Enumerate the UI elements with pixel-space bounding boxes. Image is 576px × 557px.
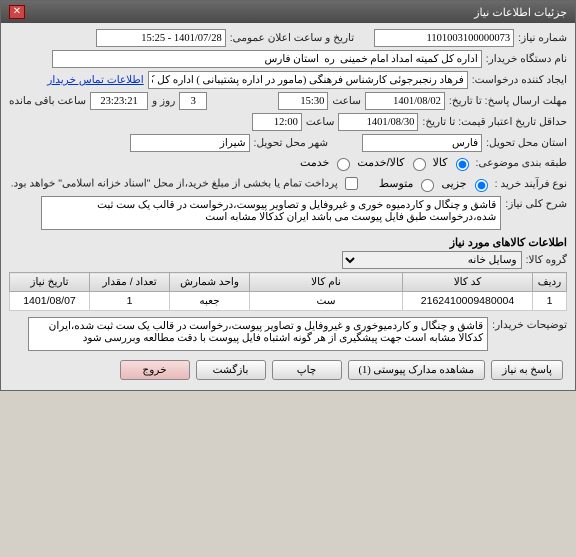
col-name: نام کالا: [250, 273, 403, 292]
buyer-note-label: توضیحات خریدار:: [492, 317, 567, 331]
button-bar: پاسخ به نیاز مشاهده مدارک پیوستی (1) چاپ…: [9, 354, 567, 382]
class-opt-goods-label: کالا: [433, 157, 448, 169]
cell-name: ست: [250, 292, 403, 311]
group-combo[interactable]: وسایل خانه: [342, 251, 522, 269]
desc-label: شرح کلی نیاز:: [505, 196, 567, 210]
cell-date: 1401/08/07: [10, 292, 90, 311]
col-code: کد کالا: [403, 273, 533, 292]
valid-time-field: [252, 113, 302, 131]
need-details-window: جزئیات اطلاعات نیاز ✕ شماره نیاز: تاریخ …: [0, 0, 576, 391]
back-button[interactable]: بازگشت: [196, 360, 266, 380]
buy-opt-mid-label: متوسط: [379, 177, 414, 189]
col-date: تاریخ نیاز: [10, 273, 90, 292]
cell-unit: جعبه: [170, 292, 250, 311]
buyer-field: [52, 50, 482, 68]
group-label: گروه کالا:: [526, 254, 567, 266]
class-opt-serviceonly-label: خدمت: [300, 157, 329, 169]
col-qty: تعداد / مقدار: [90, 273, 170, 292]
buyer-label: نام دستگاه خریدار:: [486, 53, 567, 65]
city-label: شهر محل تحویل:: [254, 137, 329, 149]
announce-label: تاریخ و ساعت اعلان عمومی:: [230, 32, 354, 44]
buy-opt-mid[interactable]: متوسط: [379, 176, 438, 192]
buy-type-label: نوع فرآیند خرید :: [495, 178, 567, 190]
class-label: طبقه بندی موضوعی:: [476, 157, 567, 169]
province-field: [362, 134, 482, 152]
pay-note-check[interactable]: پرداخت تمام یا بخشی از مبلغ خرید،از محل …: [11, 174, 361, 193]
print-button[interactable]: چاپ: [272, 360, 342, 380]
province-label: استان محل تحویل:: [486, 137, 567, 149]
items-section-title: اطلاعات کالاهای مورد نیاز: [9, 236, 567, 249]
contact-link[interactable]: اطلاعات تماس خریدار: [47, 74, 143, 86]
valid-date-field: [338, 113, 418, 131]
exit-button[interactable]: خروج: [120, 360, 190, 380]
creator-label: ایجاد کننده درخواست:: [472, 74, 567, 86]
class-opt-service-label: کالا/خدمت: [357, 157, 404, 169]
time-label-1: ساعت: [332, 95, 361, 107]
col-idx: ردیف: [533, 273, 567, 292]
deadline-date-field: [365, 92, 445, 110]
desc-textarea[interactable]: قاشق و چنگال و کاردمیوه خوری و غیروفایل …: [41, 196, 501, 230]
announce-field: [96, 29, 226, 47]
pay-note-label: پرداخت تمام یا بخشی از مبلغ خرید،از محل …: [11, 177, 338, 189]
remain-day-label: روز و: [152, 95, 175, 107]
table-header-row: ردیف کد کالا نام کالا واحد شمارش تعداد /…: [10, 273, 567, 292]
reply-button[interactable]: پاسخ به نیاز: [491, 360, 563, 380]
need-no-field: [374, 29, 514, 47]
deadline-label: مهلت ارسال پاسخ: تا تاریخ:: [449, 95, 567, 107]
cell-idx: 1: [533, 292, 567, 311]
remain-suffix-label: ساعت باقی مانده: [9, 95, 86, 107]
form-body: شماره نیاز: تاریخ و ساعت اعلان عمومی: نا…: [1, 23, 575, 390]
cell-code: 2162410009480004: [403, 292, 533, 311]
remain-days-field: [179, 92, 207, 110]
window-title: جزئیات اطلاعات نیاز: [474, 6, 567, 19]
time-label-2: ساعت: [306, 116, 335, 128]
creator-field: [148, 71, 468, 89]
need-no-label: شماره نیاز:: [518, 32, 567, 44]
buy-opt-partial-label: جزیی: [441, 177, 466, 189]
deadline-time-field: [278, 92, 328, 110]
city-field: [130, 134, 250, 152]
items-table: ردیف کد کالا نام کالا واحد شمارش تعداد /…: [9, 272, 567, 311]
cell-qty: 1: [90, 292, 170, 311]
titlebar: جزئیات اطلاعات نیاز ✕: [1, 1, 575, 23]
attachments-button[interactable]: مشاهده مدارک پیوستی (1): [348, 360, 486, 380]
remain-time-field: [90, 92, 148, 110]
valid-label: حداقل تاریخ اعتبار قیمت: تا تاریخ:: [422, 116, 567, 128]
class-opt-goods[interactable]: کالا: [433, 155, 472, 171]
buy-opt-partial[interactable]: جزیی: [441, 176, 490, 192]
class-opt-serviceonly[interactable]: خدمت: [300, 155, 353, 171]
close-icon[interactable]: ✕: [9, 5, 25, 19]
table-row[interactable]: 1 2162410009480004 ست جعبه 1 1401/08/07: [10, 292, 567, 311]
buyer-note-textarea[interactable]: قاشق و چنگال و کاردمیوخوری و غیروفایل و …: [28, 317, 488, 351]
col-unit: واحد شمارش: [170, 273, 250, 292]
class-opt-service[interactable]: کالا/خدمت: [357, 155, 428, 171]
